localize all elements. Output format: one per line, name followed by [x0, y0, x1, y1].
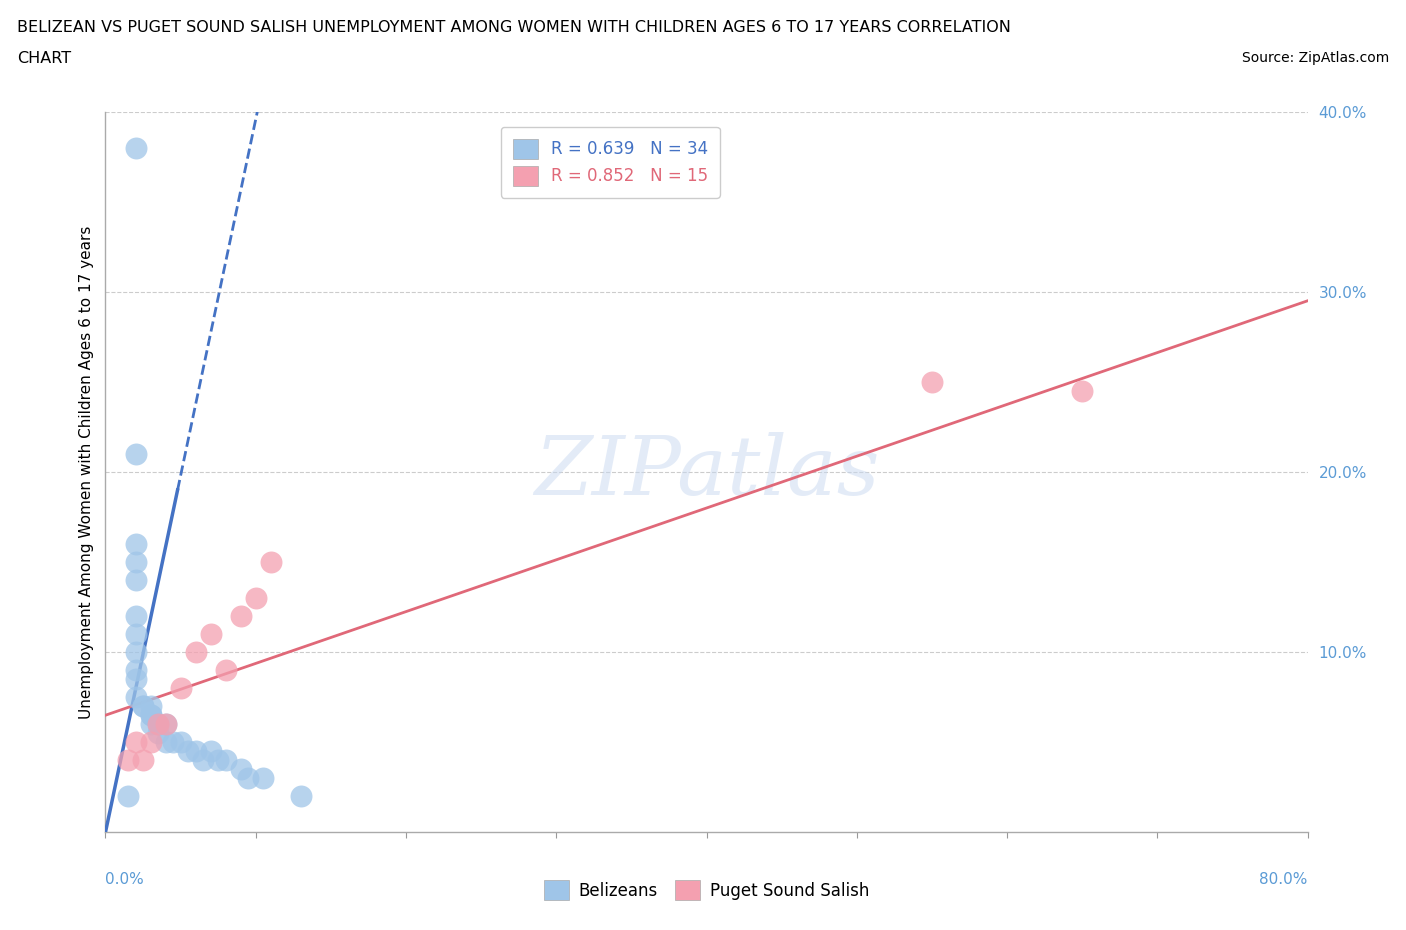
Point [139, 735, 162, 750]
Point [124, 690, 146, 705]
Point [214, 663, 236, 678]
Point [139, 717, 162, 732]
Text: 0.0%: 0.0% [105, 872, 145, 887]
Point [214, 753, 236, 768]
Point [1071, 383, 1094, 398]
Point [155, 735, 177, 750]
Point [169, 681, 191, 696]
Point [146, 717, 169, 732]
Point [177, 744, 200, 759]
Point [146, 725, 169, 740]
Point [124, 554, 146, 569]
Text: CHART: CHART [17, 51, 70, 66]
Point [169, 735, 191, 750]
Point [229, 762, 252, 777]
Point [132, 698, 155, 713]
Point [124, 140, 146, 155]
Point [260, 554, 283, 569]
Point [132, 698, 155, 713]
Point [290, 789, 312, 804]
Point [124, 644, 146, 659]
Point [124, 446, 146, 461]
Point [124, 627, 146, 642]
Text: BELIZEAN VS PUGET SOUND SALISH UNEMPLOYMENT AMONG WOMEN WITH CHILDREN AGES 6 TO : BELIZEAN VS PUGET SOUND SALISH UNEMPLOYM… [17, 20, 1011, 35]
Point [155, 717, 177, 732]
Point [229, 609, 252, 624]
Point [184, 744, 207, 759]
Point [200, 627, 222, 642]
Point [139, 708, 162, 723]
Point [117, 753, 139, 768]
Point [200, 744, 222, 759]
Point [124, 537, 146, 551]
Point [132, 753, 155, 768]
Point [184, 644, 207, 659]
Point [124, 663, 146, 678]
Point [155, 717, 177, 732]
Legend: Belizeans, Puget Sound Salish: Belizeans, Puget Sound Salish [537, 873, 876, 907]
Point [139, 698, 162, 713]
Point [124, 735, 146, 750]
Point [162, 735, 184, 750]
Point [146, 717, 169, 732]
Point [117, 789, 139, 804]
Point [238, 771, 260, 786]
Text: 80.0%: 80.0% [1260, 872, 1308, 887]
Point [124, 573, 146, 588]
Text: Source: ZipAtlas.com: Source: ZipAtlas.com [1241, 51, 1389, 65]
Point [124, 671, 146, 686]
Point [252, 771, 274, 786]
Point [921, 375, 943, 390]
Point [139, 708, 162, 723]
Text: ZIPatlas: ZIPatlas [534, 432, 879, 512]
Point [207, 753, 229, 768]
Point [124, 609, 146, 624]
Point [191, 753, 214, 768]
Y-axis label: Unemployment Among Women with Children Ages 6 to 17 years: Unemployment Among Women with Children A… [79, 225, 94, 719]
Point [245, 591, 267, 605]
